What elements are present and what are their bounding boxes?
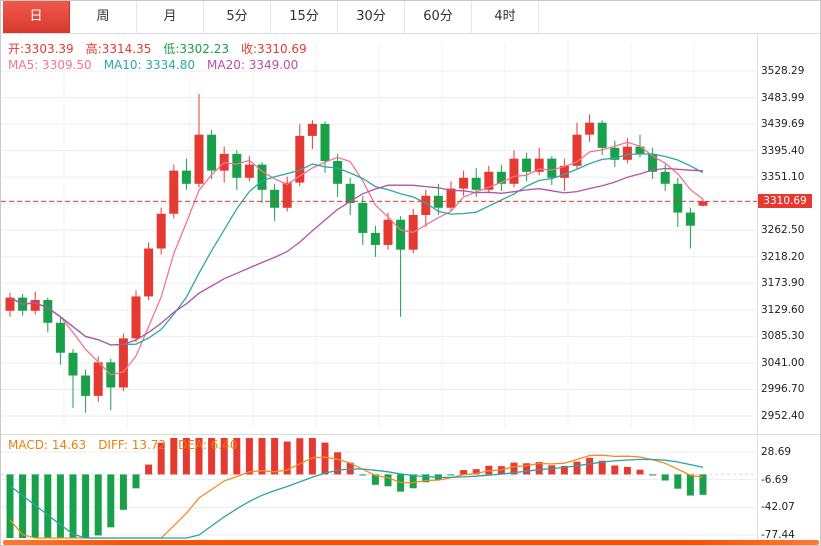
price-axis-label: 3395.40 [761, 144, 805, 157]
macd-legend-macd: MACD: 14.63 [8, 438, 87, 452]
macd-axis-label: -42.07 [761, 501, 795, 514]
price-axis-label: 3085.30 [761, 330, 805, 343]
macd-axis-label: -77.44 [761, 529, 795, 541]
axis-separator [757, 34, 758, 541]
tab-4hour[interactable]: 4时 [472, 1, 539, 33]
price-axis-label: 3041.00 [761, 356, 805, 369]
ma-legend: MA5: 3309.50 MA10: 3334.80 MA20: 3349.00 [8, 58, 310, 72]
candlestick-chart-canvas[interactable] [1, 34, 758, 435]
panel-divider [1, 434, 820, 435]
price-axis-label: 3528.29 [761, 65, 805, 77]
tab-day[interactable]: 日 [3, 1, 70, 33]
ohlc-readout-high: 高:3314.35 [85, 42, 152, 56]
macd-legend-diff: DIFF: 13.72 [98, 438, 167, 452]
price-axis-label: 3218.20 [761, 250, 805, 263]
macd-axis-label: -6.69 [761, 473, 789, 486]
price-axis-label: 2996.70 [761, 383, 805, 396]
ma-legend-ma20: MA20: 3349.00 [207, 58, 299, 72]
tab-week[interactable]: 周 [70, 1, 137, 33]
tab-month[interactable]: 月 [137, 1, 204, 33]
current-price-badge: 3310.69 [758, 194, 812, 209]
price-axis-label: 3439.69 [761, 118, 805, 131]
price-axis-label: 3262.50 [761, 224, 805, 237]
price-axis-label: 2952.40 [761, 410, 805, 422]
macd-axis-label: 28.69 [761, 446, 792, 458]
ohlc-readout-low: 低:3302.23 [163, 42, 230, 56]
macd-chart-canvas[interactable] [1, 435, 758, 540]
macd-legend-dea: DEA: 6.40 [178, 438, 238, 452]
price-axis-label: 3351.10 [761, 171, 805, 184]
tab-60min[interactable]: 60分 [405, 1, 472, 33]
ohlc-readout-close: 收:3310.69 [241, 42, 307, 56]
price-axis-label: 3173.90 [761, 277, 805, 290]
price-axis-label: 3129.60 [761, 303, 805, 316]
ohlc-readout: 开:3303.39 高:3314.35 低:3302.23 收:3310.69 [8, 40, 319, 57]
price-axis-label: 3483.99 [761, 91, 805, 104]
ohlc-readout-open: 开:3303.39 [8, 42, 74, 56]
ma-legend-ma10: MA10: 3334.80 [103, 58, 195, 72]
period-tab-bar: 日周月 5分 15分 30分 60分 4时 [1, 1, 820, 34]
tab-5min[interactable]: 5分 [204, 1, 271, 33]
time-scrollbar[interactable] [3, 540, 819, 545]
macd-legend: MACD: 14.63 DIFF: 13.72 DEA: 6.40 [8, 438, 249, 452]
ma-legend-ma5: MA5: 3309.50 [8, 58, 92, 72]
tab-30min[interactable]: 30分 [338, 1, 405, 33]
tab-15min[interactable]: 15分 [271, 1, 338, 33]
